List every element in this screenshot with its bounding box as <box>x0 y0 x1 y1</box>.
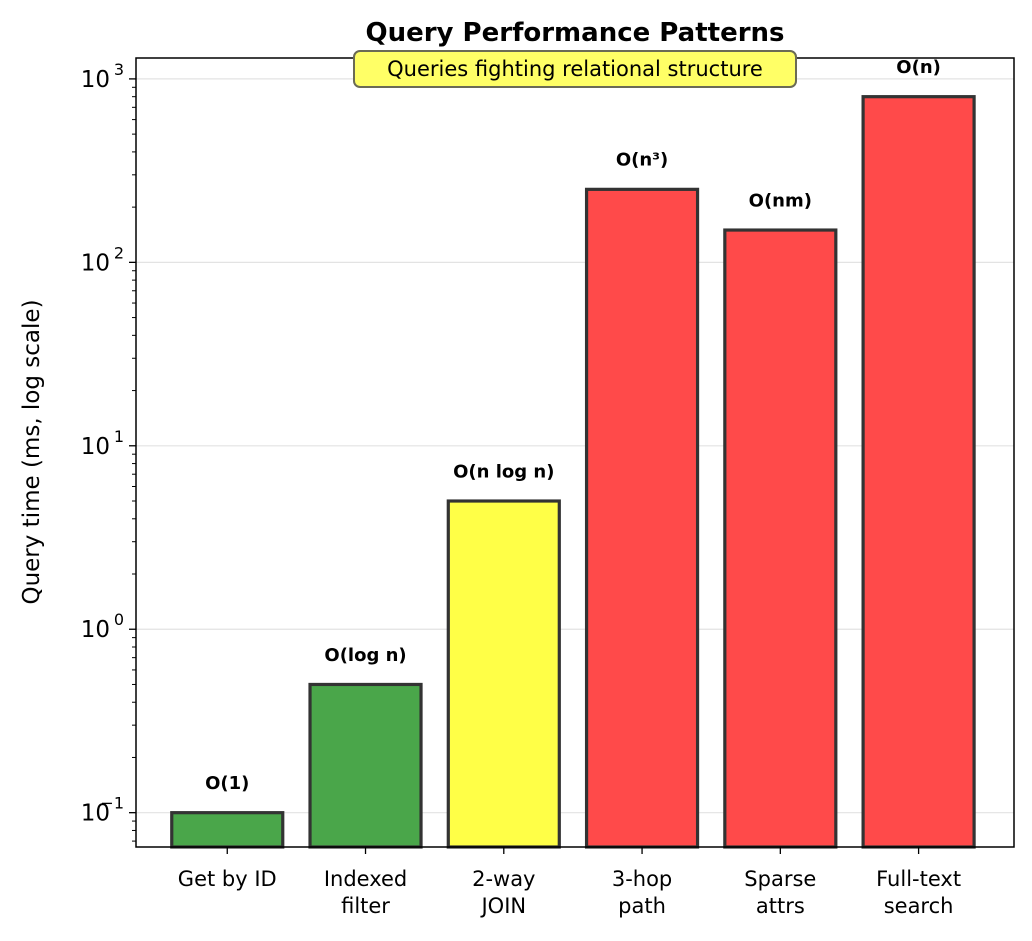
y-tick-label: 10 <box>81 801 110 827</box>
x-tick-label: search <box>884 894 954 918</box>
annotation-background <box>353 50 797 88</box>
bar-sparse-attrs <box>723 228 838 849</box>
x-tick-label: Full-text <box>876 867 961 891</box>
annotation-text: Queries fighting relational structure <box>387 57 763 81</box>
x-tick-label: Get by ID <box>178 867 277 891</box>
y-tick-exponent: 2 <box>114 243 124 262</box>
y-tick-label: 10 <box>81 617 110 643</box>
bar-get-by-id <box>170 811 285 849</box>
bar-3-hop-path <box>584 187 700 849</box>
y-tick-exponent: −1 <box>100 794 124 813</box>
complexity-labels: O(1) O(log n) O(n log n) O(n³) O(nm) O(n) <box>205 57 941 794</box>
major-ticks-layer <box>129 78 920 854</box>
x-tick-label: attrs <box>756 894 805 918</box>
y-tick-label: 10 <box>81 67 110 93</box>
y-tick-label: 10 <box>81 434 110 460</box>
complexity-label: O(log n) <box>324 645 406 666</box>
x-tick-label: JOIN <box>479 894 526 918</box>
y-tick-exponent: 1 <box>114 427 124 446</box>
y-tick-label: 10 <box>81 250 110 276</box>
bar-full-text-search <box>861 95 976 849</box>
complexity-label: O(n³) <box>616 150 668 171</box>
x-tick-label: Sparse <box>744 867 816 891</box>
annotation-box: Queries fighting relational structure <box>353 50 797 88</box>
x-tick-label: 2-way <box>472 867 535 891</box>
x-tick-label: filter <box>341 894 390 918</box>
x-tick-label: path <box>618 894 666 918</box>
bar-2-way-join <box>446 499 561 849</box>
x-tick-label: Indexed <box>324 867 407 891</box>
complexity-label: O(n log n) <box>453 461 554 482</box>
bars-layer <box>170 95 976 849</box>
complexity-label: O(n) <box>896 57 941 78</box>
y-axis-label: Query time (ms, log scale) <box>19 299 45 604</box>
bar-indexed-filter <box>308 682 423 849</box>
y-tick-exponent: 3 <box>114 60 124 79</box>
x-tick-labels: Get by ID Indexed filter 2-way JOIN 3-hop path… <box>178 867 961 918</box>
x-tick-label: 3-hop <box>612 867 672 891</box>
y-tick-exponent: 0 <box>114 610 124 629</box>
complexity-label: O(nm) <box>749 190 812 211</box>
complexity-label: O(1) <box>205 773 249 794</box>
chart-title: Query Performance Patterns <box>365 18 784 48</box>
